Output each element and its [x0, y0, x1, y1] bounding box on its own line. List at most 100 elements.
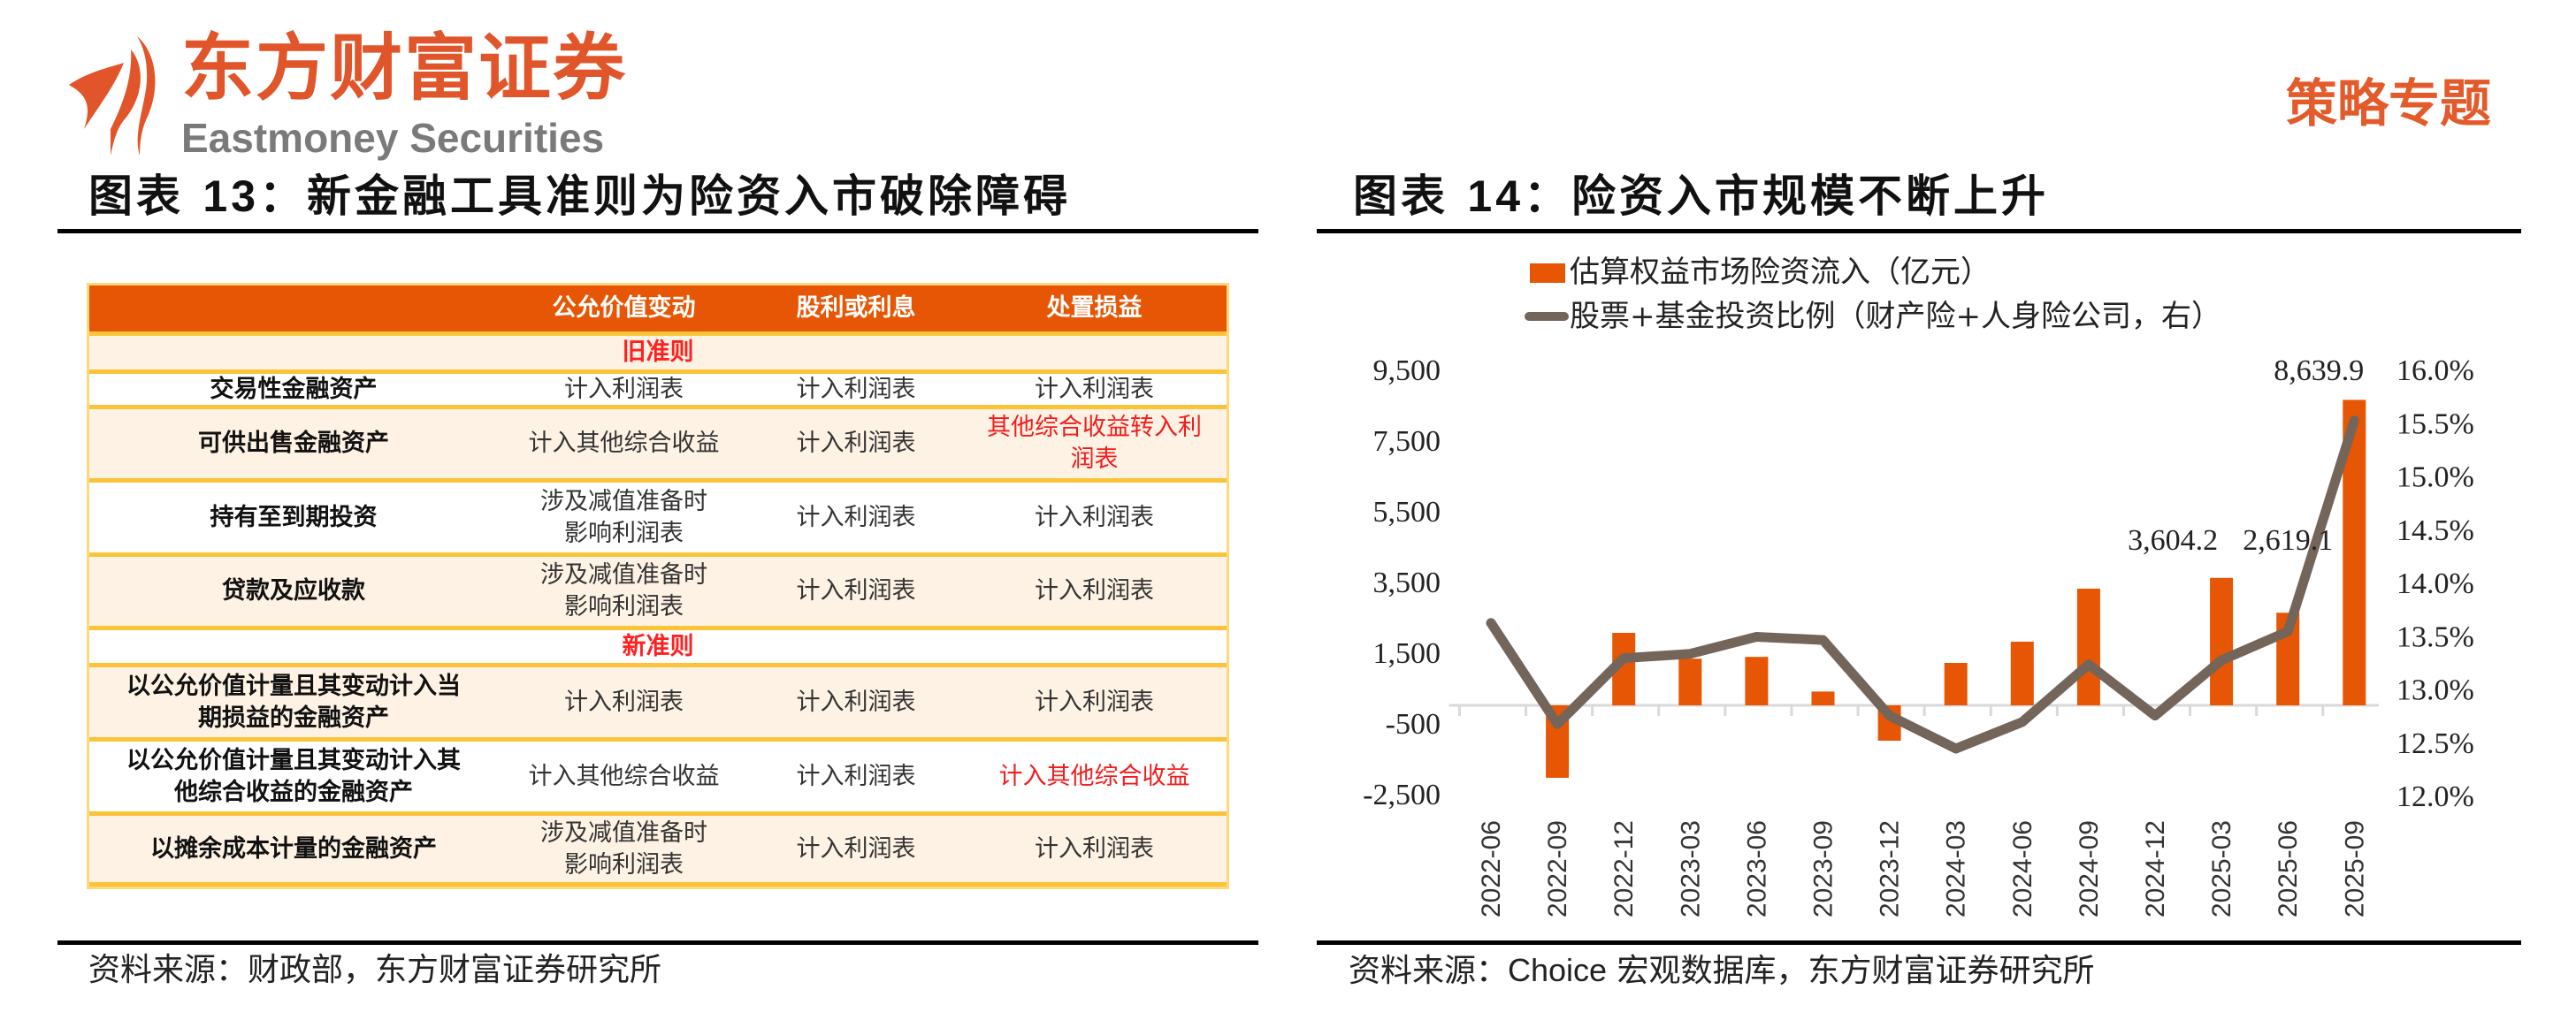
disposal-cell: 计入利润表: [1035, 688, 1154, 716]
x-axis-category-label: 2024-09: [2075, 820, 2104, 917]
table-row: 以摊余成本计量的金融资产 涉及减值准备时影响利润表 计入利润表 计入利润表: [89, 811, 1227, 887]
bar: [2210, 577, 2234, 705]
legend-swatch-line: [1525, 312, 1569, 321]
bar: [2076, 589, 2100, 705]
x-axis-category-label: 2023-06: [1742, 820, 1771, 917]
fv-change-cell: 计入其他综合收益: [528, 762, 720, 790]
figure13-title: 图表 13：新金融工具准则为险资入市破除障碍: [88, 168, 1071, 225]
asset-cell: 以公允价值计量且其变动计入当期损益的金融资产: [126, 672, 461, 732]
accounting-standards-table: 公允价值变动 股利或利息 处置损益 旧准则 交易性金融资产 计入利润表 计入利润…: [87, 283, 1229, 889]
left-axis-tick-label: 1,500: [1373, 637, 1441, 670]
eastmoney-logo-icon: [69, 36, 156, 156]
brand-name-cn: 东方财富证券: [181, 27, 628, 110]
table-header-cell: 股利或利息: [796, 294, 916, 322]
table-section-row: 新准则: [89, 626, 1227, 663]
bar: [2343, 400, 2366, 705]
fv-change-cell: 计入利润表: [564, 375, 684, 403]
disposal-cell: 计入利润表: [1035, 577, 1154, 605]
table-header-cell: [89, 285, 498, 331]
bar-data-label: 8,639.9: [2274, 354, 2364, 387]
left-axis-tick-label: 5,500: [1373, 496, 1441, 529]
x-axis-category-label: 2025-03: [2207, 820, 2236, 917]
left-axis-tick-label: 3,500: [1373, 567, 1441, 599]
dividend-cell: 计入利润表: [796, 577, 916, 605]
disposal-cell: 计入利润表: [1035, 375, 1154, 403]
disposal-cell-highlight: 计入其他综合收益: [998, 762, 1190, 790]
bar: [1678, 658, 1702, 705]
x-axis-category-label: 2024-06: [2008, 820, 2037, 917]
x-axis-category-label: 2024-12: [2141, 820, 2170, 917]
x-axis-category-label: 2023-03: [1676, 820, 1705, 917]
bar: [1944, 663, 1968, 705]
x-axis-category-label: 2022-09: [1543, 820, 1572, 917]
section-label-old: 旧准则: [622, 339, 694, 366]
figure14-source-prefix: 资料来源：: [1349, 953, 1509, 989]
figure13-title-number: 13: [203, 171, 260, 221]
left-axis-tick-label: -500: [1386, 708, 1441, 741]
dividend-cell: 计入利润表: [796, 375, 916, 403]
brand-name-en: Eastmoney Securities: [181, 115, 605, 161]
bar-data-label: 2,619.1: [2243, 524, 2333, 557]
brand-logo: [62, 32, 172, 160]
bar: [1546, 705, 1570, 778]
table-header-cell: 公允价值变动: [552, 294, 696, 322]
figure14-title-number: 14: [1467, 171, 1525, 221]
right-axis-tick-label: 12.0%: [2396, 780, 2474, 813]
dividend-cell: 计入利润表: [796, 834, 916, 863]
asset-cell: 可供出售金融资产: [198, 430, 389, 457]
figure14-source-database: Choice: [1508, 952, 1608, 988]
figure13-source: 资料来源：财政部，东方财富证券研究所: [88, 952, 662, 988]
asset-cell: 持有至到期投资: [210, 503, 378, 531]
bar-data-label: 3,604.2: [2128, 524, 2218, 557]
left-axis-tick-label: 9,500: [1373, 354, 1441, 387]
section-label-new: 新准则: [622, 632, 694, 660]
right-axis-tick-label: 12.5%: [2396, 727, 2474, 760]
table-row: 以公允价值计量且其变动计入其他综合收益的金融资产 计入其他综合收益 计入利润表 …: [89, 737, 1227, 811]
bar: [1877, 705, 1901, 741]
asset-cell: 贷款及应收款: [222, 577, 365, 605]
table-header-cell: 处置损益: [1046, 294, 1143, 322]
table-row: 可供出售金融资产 计入其他综合收益 计入利润表 其他综合收益转入利润表: [89, 405, 1227, 478]
dividend-cell: 计入利润表: [796, 430, 916, 457]
figure14-source: 资料来源：Choice 宏观数据库，东方财富证券研究所: [1349, 951, 2095, 991]
fv-change-cell: 计入利润表: [564, 688, 684, 716]
dividend-cell: 计入利润表: [796, 503, 916, 531]
fv-change-cell: 计入其他综合收益: [528, 430, 720, 457]
fv-change-cell: 涉及减值准备时影响利润表: [540, 561, 707, 620]
bar: [1745, 657, 1769, 705]
right-axis-tick-label: 14.5%: [2396, 514, 2474, 547]
right-axis-tick-label: 15.5%: [2396, 407, 2474, 440]
x-axis-category-label: 2023-09: [1809, 820, 1838, 917]
x-axis-category-label: 2024-03: [1942, 820, 1971, 917]
figure13-title-text: ：新金融工具准则为险资入市破除障碍: [259, 170, 1072, 222]
left-axis-tick-label: 7,500: [1373, 425, 1441, 458]
x-axis-category-label: 2025-06: [2274, 820, 2303, 917]
table-row: 交易性金融资产 计入利润表 计入利润表 计入利润表: [89, 369, 1227, 405]
disposal-cell: 计入利润表: [1035, 834, 1154, 863]
disposal-cell-highlight: 其他综合收益转入利润表: [987, 414, 1202, 473]
figure13-title-prefix: 图表: [88, 170, 203, 222]
bar: [1612, 633, 1636, 705]
dividend-cell: 计入利润表: [796, 762, 916, 790]
asset-cell: 交易性金融资产: [210, 375, 378, 403]
x-axis-category-label: 2022-12: [1609, 820, 1639, 917]
table-section-row: 旧准则: [89, 331, 1227, 369]
figure14-source-rest: 宏观数据库，东方财富证券研究所: [1607, 953, 2095, 989]
right-axis-tick-label: 13.0%: [2396, 674, 2474, 707]
x-axis-category-label: 2022-06: [1477, 820, 1506, 917]
left-axis-tick-label: -2,500: [1363, 779, 1441, 811]
section-tag: 策略专题: [2286, 73, 2492, 133]
figure14-title: 图表 14：险资入市规模不断上升: [1353, 168, 2049, 225]
legend-label-line: 股票+基金投资比例（财产险+人身险公司，右）: [1570, 299, 2221, 334]
table-row: 贷款及应收款 涉及减值准备时影响利润表 计入利润表 计入利润表: [89, 552, 1227, 626]
figure13-footer-rule: [57, 940, 1258, 945]
right-axis-tick-label: 16.0%: [2396, 354, 2474, 387]
bar: [2276, 613, 2300, 705]
figure14-title-text: ：险资入市规模不断上升: [1524, 170, 2050, 222]
dividend-cell: 计入利润表: [796, 688, 916, 716]
asset-cell: 以摊余成本计量的金融资产: [150, 834, 437, 863]
table-header-row: 公允价值变动 股利或利息 处置损益: [89, 285, 1227, 331]
right-axis-tick-label: 13.5%: [2396, 620, 2474, 653]
right-axis-tick-label: 14.0%: [2396, 567, 2474, 600]
x-axis-category-label: 2023-12: [1876, 820, 1905, 917]
